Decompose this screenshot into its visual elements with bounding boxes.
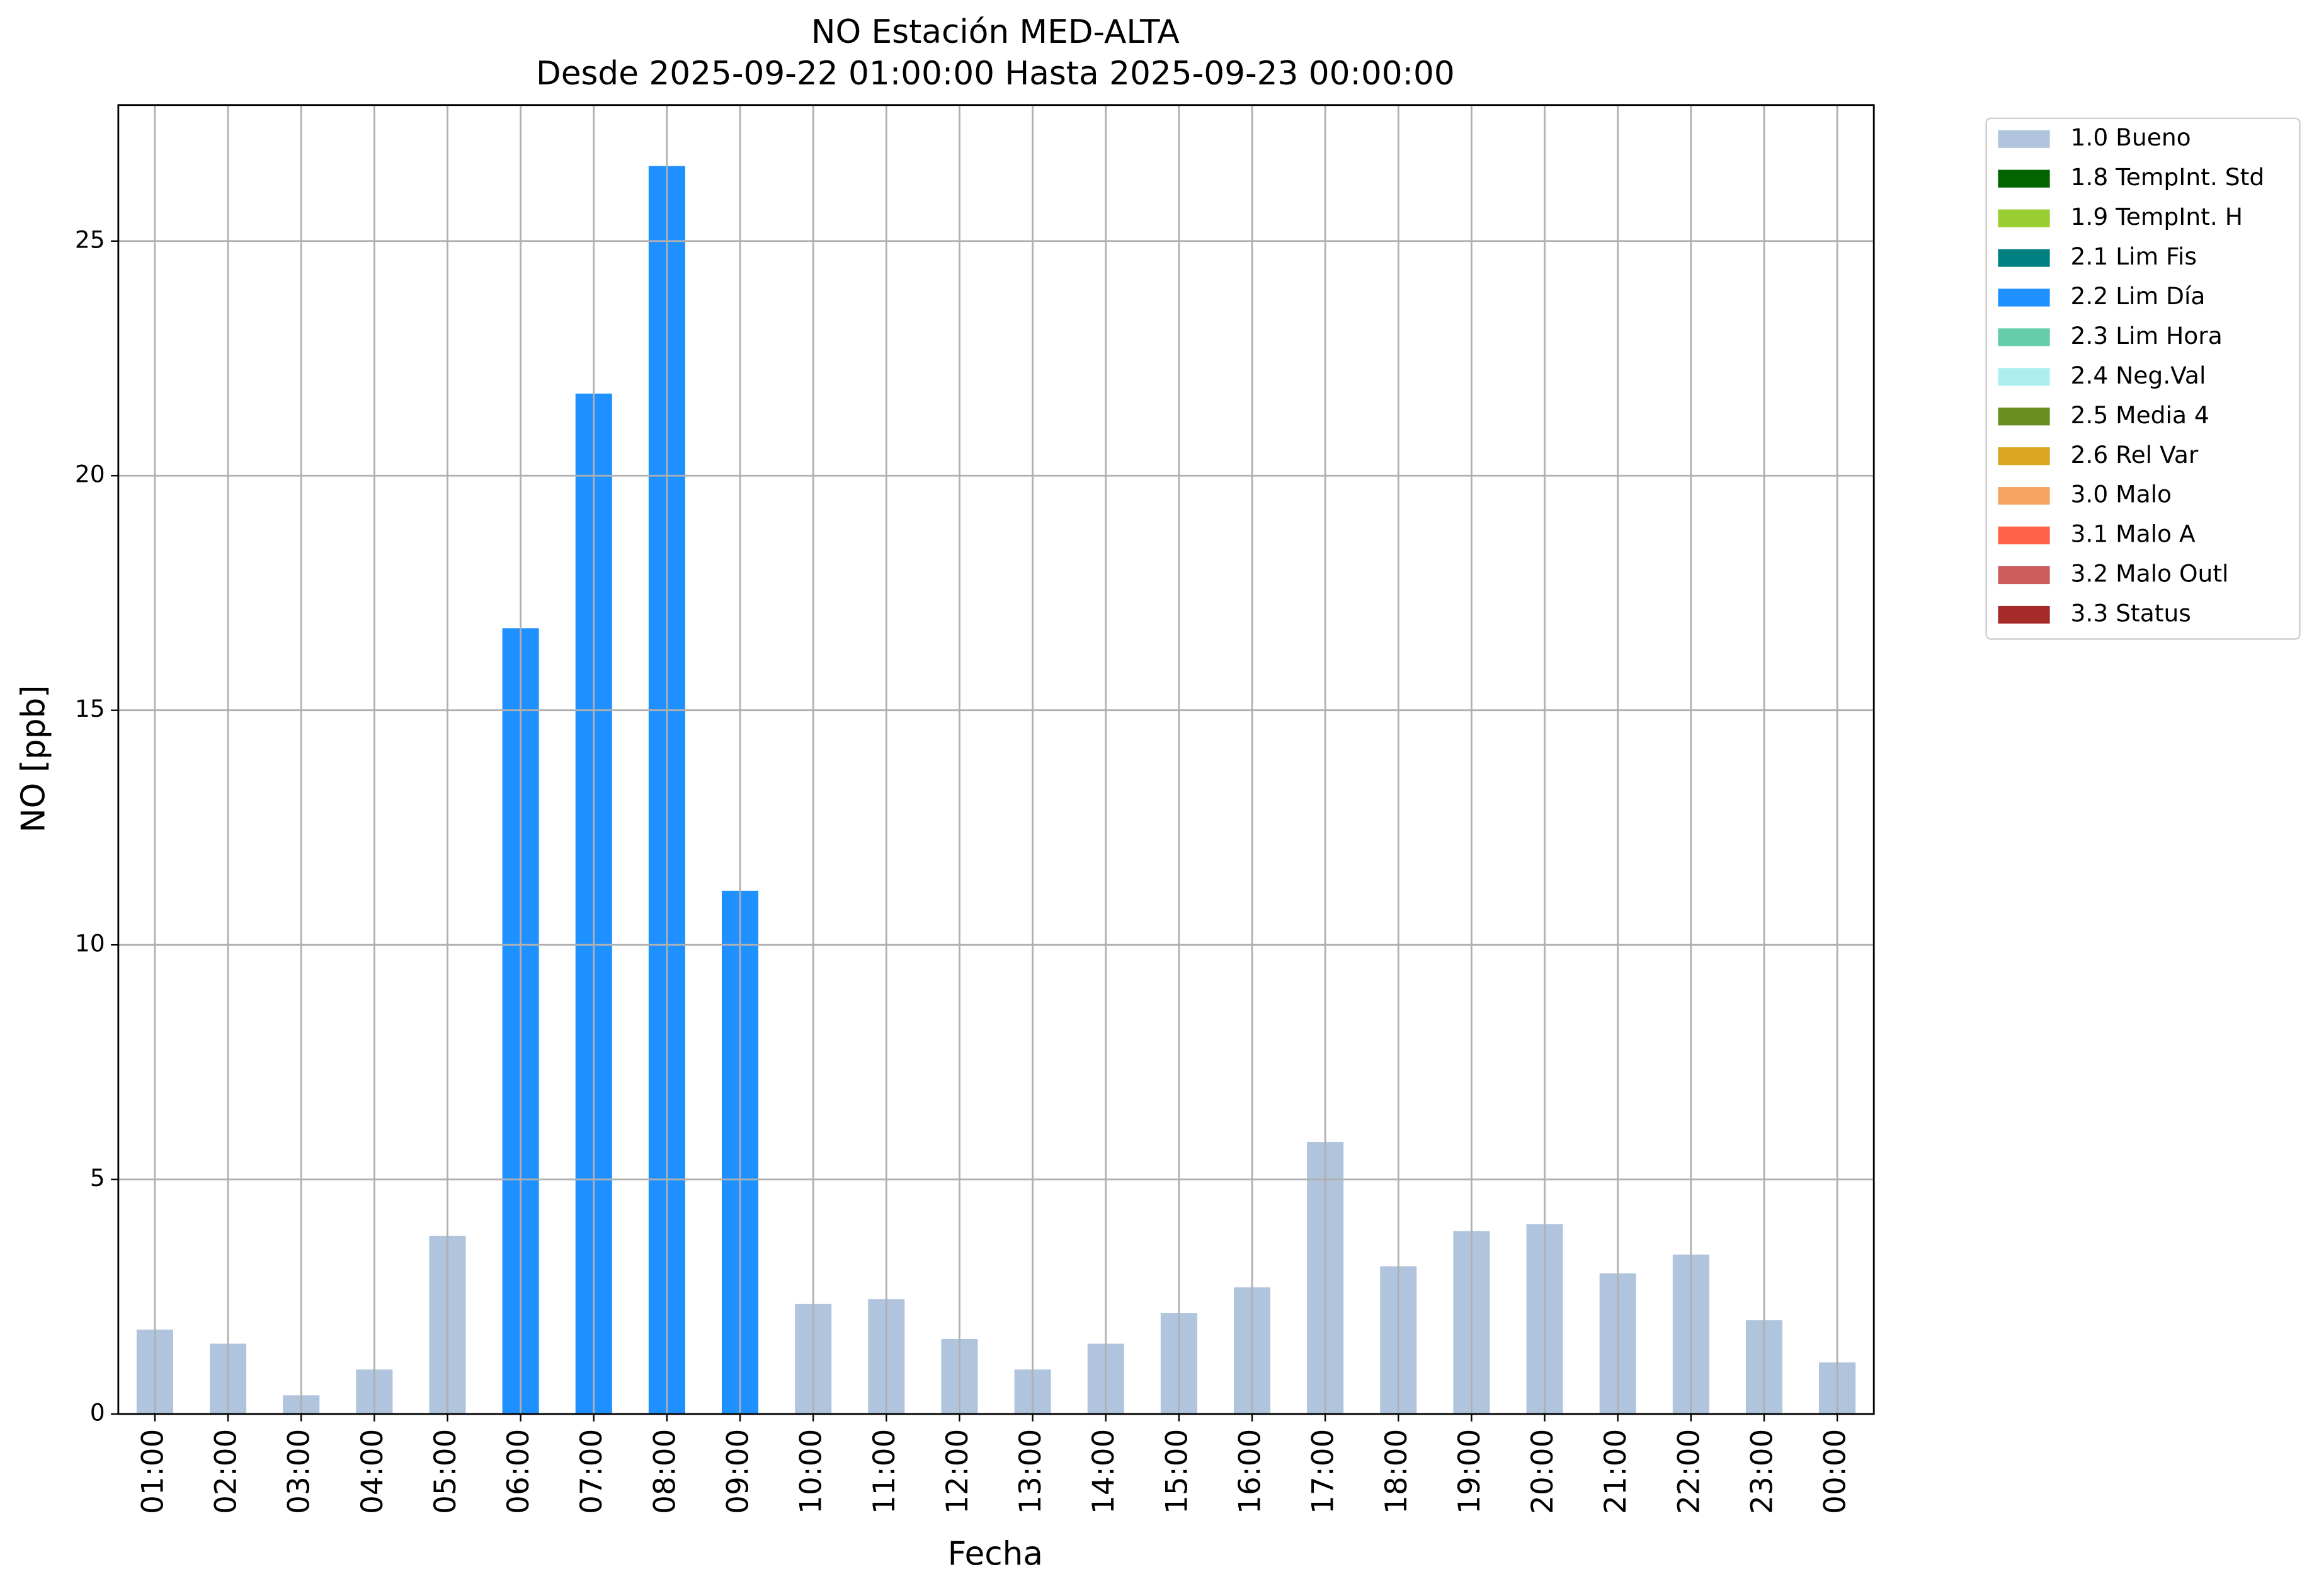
x-tick-label: 02:00 bbox=[209, 1429, 244, 1514]
legend-swatch bbox=[1998, 487, 2050, 505]
x-tick-label: 20:00 bbox=[1525, 1429, 1560, 1514]
y-tick-label: 20 bbox=[75, 460, 105, 488]
y-tick-label: 15 bbox=[75, 695, 105, 722]
legend-swatch bbox=[1998, 605, 2050, 624]
y-tick-label: 10 bbox=[75, 930, 105, 957]
x-tick-label: 15:00 bbox=[1160, 1429, 1194, 1514]
x-tick-label: 17:00 bbox=[1306, 1429, 1341, 1514]
legend-label: 2.2 Lim Día bbox=[2071, 282, 2206, 310]
y-tick-label: 5 bbox=[90, 1164, 105, 1192]
x-tick-label: 04:00 bbox=[355, 1429, 390, 1514]
legend-label: 3.3 Status bbox=[2071, 600, 2191, 627]
legend-label: 3.1 Malo A bbox=[2071, 520, 2196, 548]
legend-label: 2.3 Lim Hora bbox=[2071, 322, 2223, 350]
legend-label: 3.2 Malo Outl bbox=[2071, 560, 2229, 588]
x-tick-label: 01:00 bbox=[135, 1429, 170, 1514]
x-tick-label: 07:00 bbox=[574, 1429, 609, 1514]
legend-swatch bbox=[1998, 169, 2050, 188]
legend-swatch bbox=[1998, 249, 2050, 267]
legend-label: 1.9 TempInt. H bbox=[2071, 203, 2243, 231]
x-tick-label: 22:00 bbox=[1672, 1429, 1706, 1514]
x-tick-label: 08:00 bbox=[647, 1429, 682, 1514]
legend-swatch bbox=[1998, 209, 2050, 227]
y-tick-label: 0 bbox=[90, 1399, 105, 1427]
x-axis-label: Fecha bbox=[948, 1536, 1043, 1573]
legend-swatch bbox=[1998, 527, 2050, 545]
x-tick-label: 18:00 bbox=[1379, 1429, 1414, 1514]
chart-title: NO Estación MED-ALTA bbox=[811, 13, 1180, 51]
legend-swatch bbox=[1998, 130, 2050, 148]
legend-label: 2.1 Lim Fis bbox=[2071, 242, 2197, 270]
legend-box bbox=[1985, 117, 2301, 640]
legend-label: 2.6 Rel Var bbox=[2071, 441, 2199, 469]
x-tick-label: 06:00 bbox=[501, 1429, 536, 1514]
x-tick-label: 10:00 bbox=[794, 1429, 829, 1514]
x-tick-label: 03:00 bbox=[282, 1429, 317, 1514]
legend-label: 2.5 Media 4 bbox=[2071, 401, 2209, 429]
legend: 1.0 Bueno 1.8 TempInt. Std 1.9 TempInt. H 2… bbox=[1998, 123, 2264, 627]
legend-swatch bbox=[1998, 566, 2050, 584]
x-tick-label: 23:00 bbox=[1745, 1429, 1779, 1514]
legend-swatch bbox=[1998, 288, 2050, 307]
legend-swatch bbox=[1998, 447, 2050, 465]
plot-frame bbox=[117, 104, 1875, 1415]
x-tick-label: 14:00 bbox=[1086, 1429, 1121, 1514]
axes: 0 5 10 15 20 25 01:00 02:00 03:00 04:00 05:00 06:00… bbox=[75, 225, 1853, 1514]
x-tick-label: 19:00 bbox=[1452, 1429, 1487, 1514]
x-tick-label: 21:00 bbox=[1598, 1429, 1633, 1514]
legend-label: 3.0 Malo bbox=[2071, 481, 2172, 508]
y-axis-label: NO [ppb] bbox=[14, 685, 52, 833]
legend-label: 1.8 TempInt. Std bbox=[2071, 163, 2265, 191]
legend-label: 1.0 Bueno bbox=[2071, 123, 2191, 151]
legend-swatch bbox=[1998, 328, 2050, 346]
x-tick-label: 12:00 bbox=[940, 1429, 975, 1514]
y-tick-label: 25 bbox=[75, 225, 105, 253]
x-tick-label: 13:00 bbox=[1013, 1429, 1048, 1514]
x-tick-label: 16:00 bbox=[1233, 1429, 1268, 1514]
x-tick-label: 00:00 bbox=[1818, 1429, 1853, 1514]
legend-swatch bbox=[1998, 408, 2050, 426]
chart-subtitle: Desde 2025-09-22 01:00:00 Hasta 2025-09-… bbox=[536, 55, 1455, 93]
x-tick-label: 11:00 bbox=[867, 1429, 902, 1514]
x-tick-label: 09:00 bbox=[721, 1429, 756, 1514]
legend-label: 2.4 Neg.Val bbox=[2071, 362, 2206, 389]
legend-swatch bbox=[1998, 368, 2050, 386]
x-tick-label: 05:00 bbox=[428, 1429, 463, 1514]
